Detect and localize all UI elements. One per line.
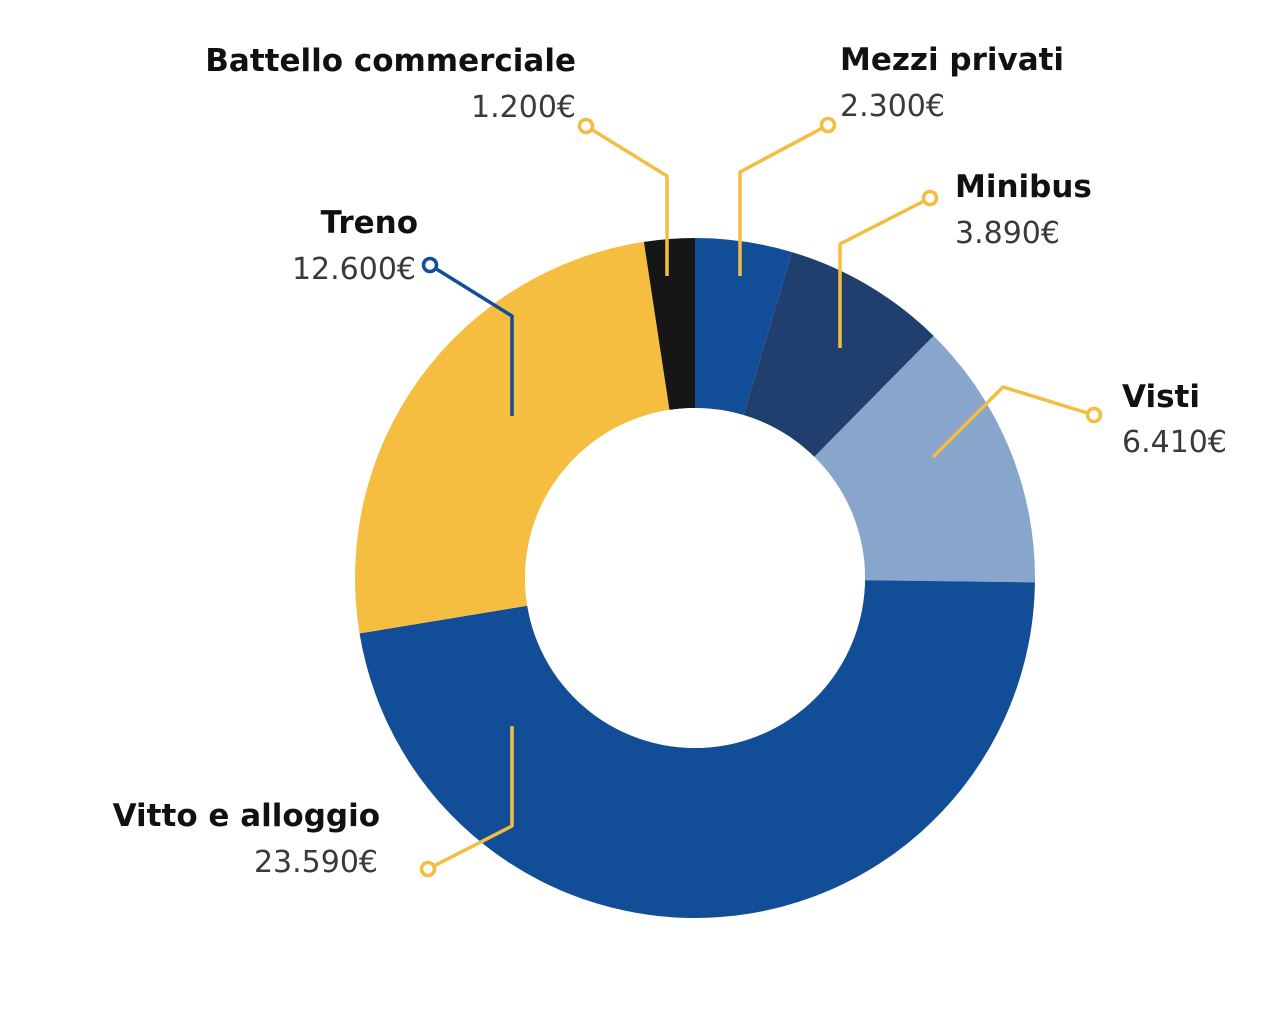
slice-treno — [355, 241, 670, 634]
label-mezzi-privati: Mezzi privati — [840, 42, 1064, 78]
value-label-mezzi-privati: 2.300€ — [840, 89, 945, 124]
label-vitto-e-alloggio: Vitto e alloggio — [113, 798, 380, 834]
leader-line-visti — [931, 385, 1095, 459]
leader-dot-vitto-e-alloggio — [419, 860, 437, 878]
slice-vitto-e-alloggio — [359, 580, 1035, 919]
value-label-minibus: 3.890€ — [955, 216, 1060, 251]
slice-mezzi-privati — [695, 238, 792, 416]
donut-slices — [355, 238, 1035, 919]
leader-dot-battello-commerciale — [577, 117, 595, 135]
value-label-battello-commerciale: 1.200€ — [471, 90, 576, 125]
leader-dot-minibus — [921, 189, 939, 207]
label-visti: Visti — [1122, 379, 1200, 415]
slice-minibus — [743, 252, 934, 457]
leader-dot-visti — [1085, 406, 1103, 424]
label-treno: Treno — [321, 205, 418, 241]
leader-lines — [419, 116, 1103, 878]
leader-line-battello-commerciale — [585, 124, 669, 276]
donut-hole — [525, 408, 865, 748]
value-label-treno: 12.600€ — [292, 252, 416, 287]
label-minibus: Minibus — [955, 169, 1092, 205]
label-battello-commerciale: Battello commerciale — [205, 43, 576, 79]
leader-dot-mezzi-privati — [819, 116, 837, 134]
leader-line-mezzi-privati — [738, 123, 829, 276]
value-label-visti: 6.410€ — [1122, 425, 1227, 460]
leader-dot-treno — [421, 256, 439, 274]
value-label-vitto-e-alloggio: 23.590€ — [254, 845, 378, 880]
leader-line-minibus — [838, 196, 931, 348]
leader-line-treno — [429, 263, 514, 416]
slice-visti — [814, 335, 1035, 583]
slice-labels: Mezzi privati 2.300€ Minibus 3.890€ Visti 6.4… — [113, 42, 1227, 880]
slice-battello-commerciale — [643, 238, 695, 410]
leader-line-vitto-e-alloggio — [427, 726, 514, 871]
